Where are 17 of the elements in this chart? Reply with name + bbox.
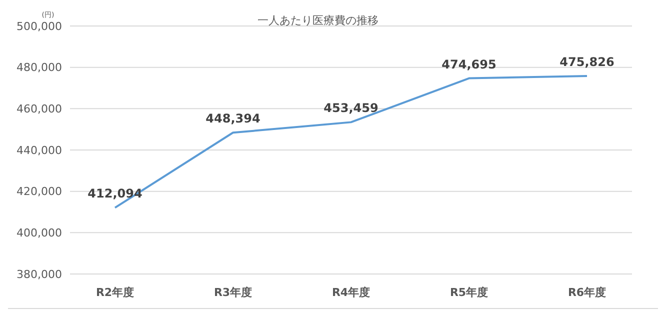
y-tick-label: 420,000	[16, 185, 62, 198]
y-tick-label: 440,000	[16, 144, 62, 157]
y-tick-label: 380,000	[16, 268, 62, 281]
y-tick-label: 400,000	[16, 226, 62, 240]
chart-title: 一人あたり医療費の推移	[258, 14, 378, 27]
y-tick-label: 500,000	[16, 20, 62, 33]
x-tick-label: R3年度	[214, 286, 252, 299]
y-tick-label: 460,000	[16, 102, 62, 116]
x-tick-label: R2年度	[96, 286, 134, 299]
data-label: 453,459	[324, 101, 378, 116]
x-tick-label: R4年度	[332, 286, 370, 299]
x-tick-label: R6年度	[568, 286, 606, 299]
data-label: 474,695	[442, 57, 496, 72]
data-label: 475,826	[560, 54, 614, 69]
y-tick-label: 480,000	[16, 61, 62, 74]
x-tick-label: R5年度	[450, 286, 488, 299]
data-label: 448,394	[206, 112, 260, 126]
